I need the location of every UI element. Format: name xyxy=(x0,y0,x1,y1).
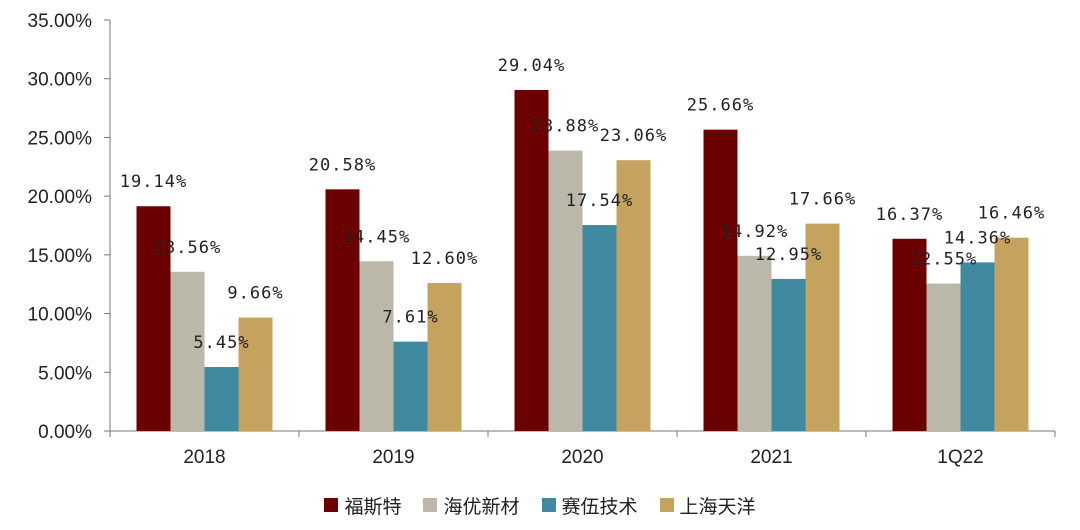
bar xyxy=(737,255,772,431)
y-tick-label: 35.00% xyxy=(28,11,93,32)
data-label: 7.61% xyxy=(382,308,438,328)
x-tick-label: 1Q22 xyxy=(937,447,983,468)
y-tick-label: 30.00% xyxy=(28,70,93,91)
legend-item: 赛伍技术 xyxy=(541,492,638,519)
data-label: 9.66% xyxy=(227,284,283,304)
legend-label: 海优新材 xyxy=(443,495,520,518)
legend-item: 上海天洋 xyxy=(659,492,756,519)
data-label: 25.66% xyxy=(687,96,754,116)
y-tick-label: 15.00% xyxy=(28,246,93,267)
y-tick-label: 25.00% xyxy=(28,128,93,149)
legend-swatch xyxy=(324,498,339,512)
data-label: 12.55% xyxy=(910,250,977,270)
y-tick-label: 5.00% xyxy=(38,363,92,384)
legend-label: 福斯特 xyxy=(344,495,402,518)
y-tick-label: 10.00% xyxy=(28,305,93,326)
y-tick-label: 0.00% xyxy=(38,422,92,443)
bar xyxy=(325,189,360,431)
bar xyxy=(136,206,171,431)
legend: 福斯特 海优新材 赛伍技术 上海天洋 xyxy=(0,487,1080,523)
legend-label: 赛伍技术 xyxy=(561,495,638,518)
data-label: 20.58% xyxy=(309,155,376,175)
bar xyxy=(805,223,840,431)
y-axis: 0.00% 5.00% 10.00% 15.00% 20.00% 25.00% 30.00%… xyxy=(28,11,111,443)
bar xyxy=(514,89,549,431)
legend-swatch xyxy=(541,498,556,512)
data-label: 5.45% xyxy=(193,333,249,353)
bar xyxy=(204,367,239,431)
data-label: 14.92% xyxy=(721,222,788,242)
bar xyxy=(892,238,927,431)
data-label: 14.36% xyxy=(944,228,1011,248)
x-tick-label: 2021 xyxy=(750,447,792,468)
data-label: 16.46% xyxy=(978,204,1045,224)
x-tick-label: 2020 xyxy=(561,447,603,468)
bar xyxy=(771,278,806,431)
legend-item: 海优新材 xyxy=(423,492,520,519)
bar xyxy=(238,317,273,431)
bar xyxy=(616,160,651,431)
bar xyxy=(427,283,462,431)
data-label: 19.14% xyxy=(120,172,187,192)
bar xyxy=(393,341,428,431)
data-label: 12.95% xyxy=(755,245,822,265)
y-tick-label: 20.00% xyxy=(28,187,93,208)
data-label: 13.56% xyxy=(154,238,221,258)
data-labels: 19.14% 13.56% 5.45% 9.66% 20.58% 14.45% 7.61% 1… xyxy=(120,56,1045,353)
bars xyxy=(136,89,1029,431)
x-axis: 2018 2019 2020 2021 1Q22 xyxy=(109,430,1056,468)
bar xyxy=(582,225,617,431)
bar xyxy=(170,271,205,431)
legend-swatch xyxy=(659,498,674,512)
bar xyxy=(703,129,738,431)
data-label: 12.60% xyxy=(411,249,478,269)
data-label: 29.04% xyxy=(498,56,565,76)
data-label: 17.66% xyxy=(789,190,856,210)
data-label: 14.45% xyxy=(343,227,410,247)
data-label: 23.88% xyxy=(532,117,599,137)
bar xyxy=(926,283,961,431)
data-label: 23.06% xyxy=(600,126,667,146)
data-label: 17.54% xyxy=(566,191,633,211)
bar xyxy=(359,261,394,431)
x-tick-label: 2018 xyxy=(183,447,225,468)
legend-item: 福斯特 xyxy=(324,492,401,519)
legend-swatch xyxy=(423,498,438,512)
bar xyxy=(994,237,1029,431)
data-label: 16.37% xyxy=(876,205,943,225)
legend-label: 上海天洋 xyxy=(679,495,756,518)
bar xyxy=(548,150,583,431)
x-tick-label: 2019 xyxy=(372,447,414,468)
bar xyxy=(960,262,995,431)
